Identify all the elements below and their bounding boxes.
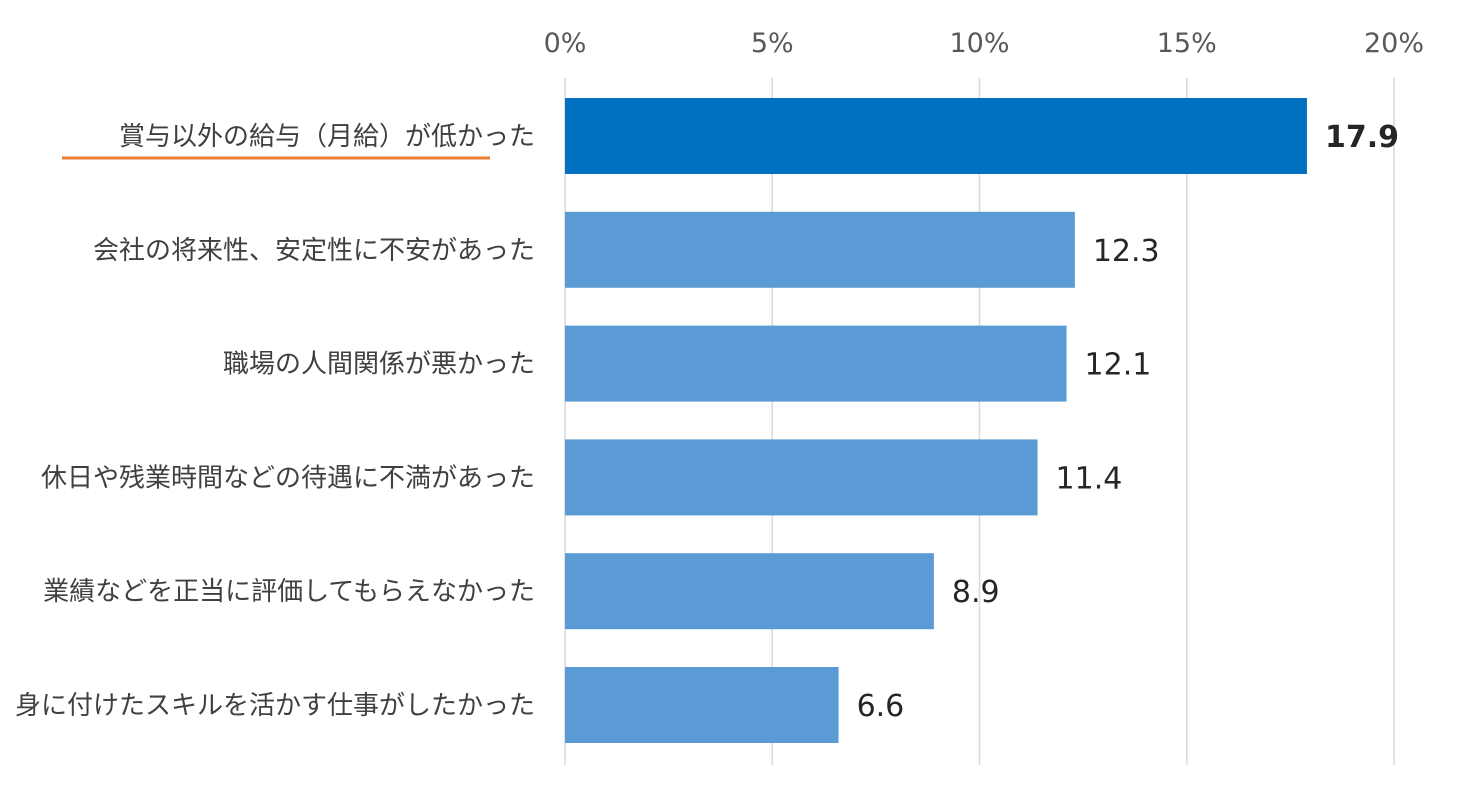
bar bbox=[565, 325, 1067, 402]
category-label: 休日や残業時間などの待遇に不満があった bbox=[41, 463, 535, 493]
category-labels: 賞与以外の給与（月給）が低かった会社の将来性、安定性に不安があった職場の人間関係… bbox=[15, 122, 535, 721]
x-axis-ticks: 0% 5% 10% 15% 20% bbox=[544, 28, 1424, 59]
bar bbox=[565, 211, 1075, 288]
bar bbox=[565, 553, 934, 630]
bar bbox=[565, 667, 839, 743]
category-label: 職場の人間関係が悪かった bbox=[223, 350, 535, 380]
x-tick-label: 20% bbox=[1364, 28, 1424, 59]
value-label: 6.6 bbox=[857, 689, 905, 724]
value-labels: 17.9 12.3 12.1 11.4 8.9 6.6 bbox=[857, 120, 1399, 724]
value-label: 12.3 bbox=[1093, 234, 1160, 269]
gridlines bbox=[564, 78, 1395, 765]
category-label: 業績などを正当に評価してもらえなかった bbox=[43, 577, 535, 607]
category-label: 賞与以外の給与（月給）が低かった bbox=[119, 122, 535, 152]
category-label: 身に付けたスキルを活かす仕事がしたかった bbox=[15, 691, 535, 721]
x-tick-label: 15% bbox=[1157, 28, 1217, 59]
bar bbox=[565, 439, 1038, 516]
x-tick-label: 5% bbox=[751, 28, 794, 59]
value-label: 8.9 bbox=[952, 575, 1000, 610]
bar bbox=[565, 98, 1307, 174]
category-label: 会社の将来性、安定性に不安があった bbox=[93, 236, 535, 266]
x-tick-label: 10% bbox=[949, 28, 1009, 59]
bars bbox=[565, 98, 1307, 743]
value-label: 11.4 bbox=[1056, 461, 1123, 496]
x-tick-label: 0% bbox=[544, 28, 587, 59]
value-label: 17.9 bbox=[1325, 120, 1399, 155]
value-label: 12.1 bbox=[1085, 348, 1152, 383]
